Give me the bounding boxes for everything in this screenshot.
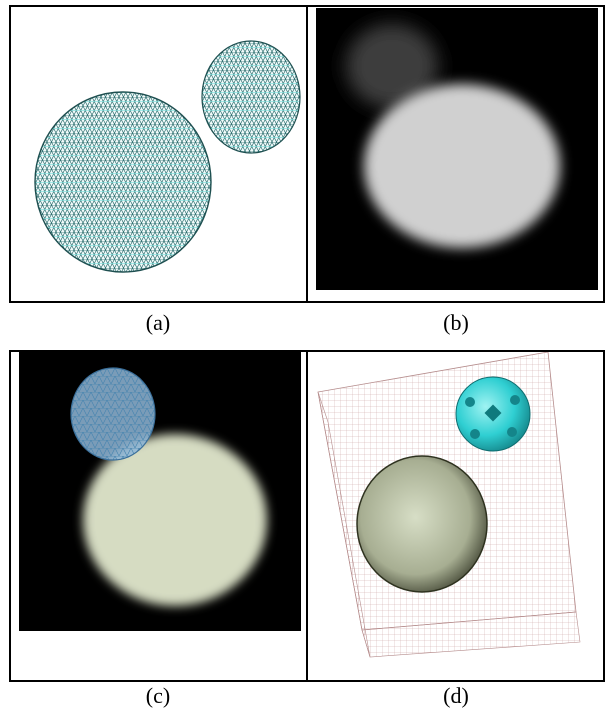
cyan-faceted-sphere (455, 376, 531, 452)
blue-wire-sphere (70, 367, 156, 461)
olive-surface-sphere (356, 455, 488, 593)
shaded-surfaces-image (310, 352, 602, 680)
top-row-divider (306, 5, 308, 303)
combined-render-image (19, 352, 301, 631)
small-blob (346, 24, 438, 108)
panel-a-wireframe (11, 7, 306, 301)
caption-b: (b) (443, 310, 469, 335)
large-blob (364, 84, 560, 248)
volume-render-image (316, 8, 598, 290)
bottom-row-divider (306, 350, 308, 682)
small-wire-sphere (201, 40, 301, 154)
caption-d: (d) (443, 683, 469, 708)
large-wire-sphere (34, 91, 212, 273)
caption-c: (c) (145, 683, 171, 708)
panel-b-volume (316, 8, 598, 290)
panel-d-surfaces (310, 352, 602, 680)
caption-a: (a) (145, 310, 171, 335)
wireframe-spheres-image (11, 7, 306, 301)
panel-c-combined (19, 352, 301, 631)
olive-sphere (83, 434, 267, 606)
